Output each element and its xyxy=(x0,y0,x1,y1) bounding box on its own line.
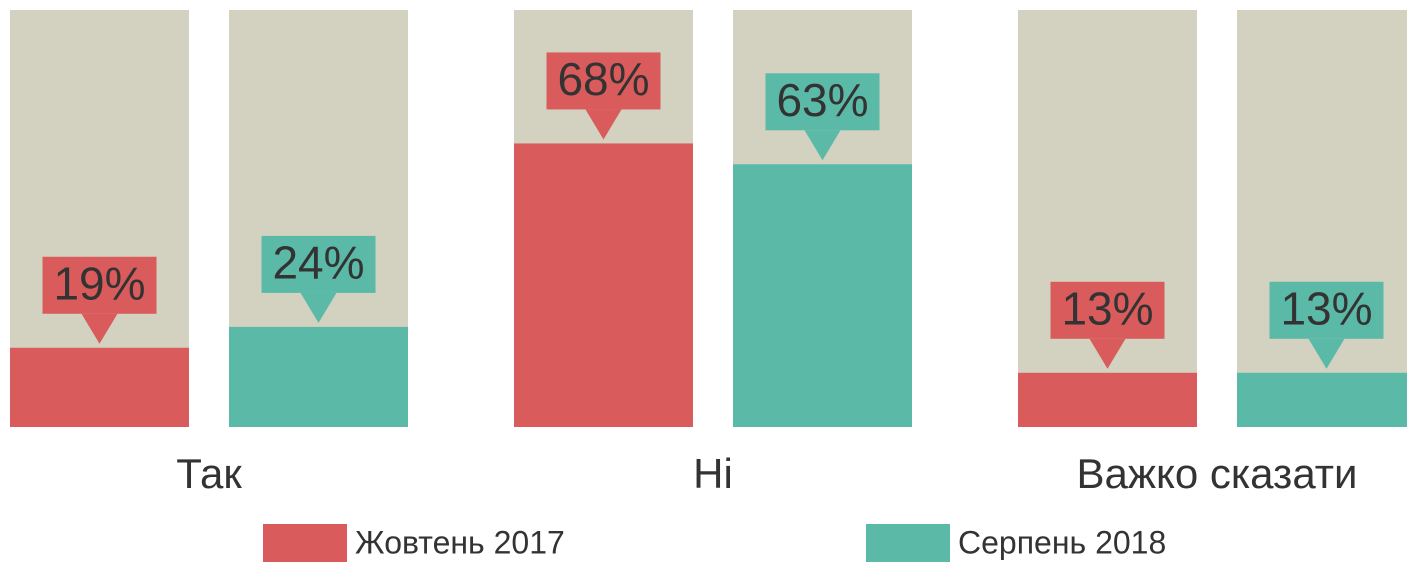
x-tick-label: Так xyxy=(176,450,242,497)
legend-label: Серпень 2018 xyxy=(958,524,1166,560)
label-box xyxy=(765,73,880,131)
bar xyxy=(229,326,408,427)
label-pointer xyxy=(81,313,118,344)
label-box xyxy=(546,52,661,110)
label-pointer xyxy=(804,130,841,161)
value-label: 13% xyxy=(1061,282,1153,334)
value-label: 13% xyxy=(1280,282,1372,334)
legend-label: Жовтень 2017 xyxy=(355,524,565,560)
legend-swatch xyxy=(866,524,950,562)
bar xyxy=(733,164,912,428)
label-pointer xyxy=(1089,338,1126,369)
label-box xyxy=(1269,281,1384,339)
value-label: 24% xyxy=(272,237,364,289)
x-tick-label: Важко сказати xyxy=(1077,450,1358,497)
label-box xyxy=(42,256,157,314)
label-pointer xyxy=(585,109,622,140)
label-pointer xyxy=(300,292,337,323)
value-label: 19% xyxy=(53,257,145,309)
label-box xyxy=(261,235,376,293)
bar xyxy=(514,143,693,427)
x-tick-label: Ні xyxy=(693,450,733,497)
label-pointer xyxy=(1308,338,1345,369)
value-label: 63% xyxy=(776,74,868,126)
label-box xyxy=(1050,281,1165,339)
bar-track xyxy=(1237,10,1407,427)
legend-swatch xyxy=(263,524,347,562)
bar xyxy=(1237,372,1407,427)
bar xyxy=(1018,372,1197,427)
bar xyxy=(10,347,189,427)
value-label: 68% xyxy=(557,53,649,105)
